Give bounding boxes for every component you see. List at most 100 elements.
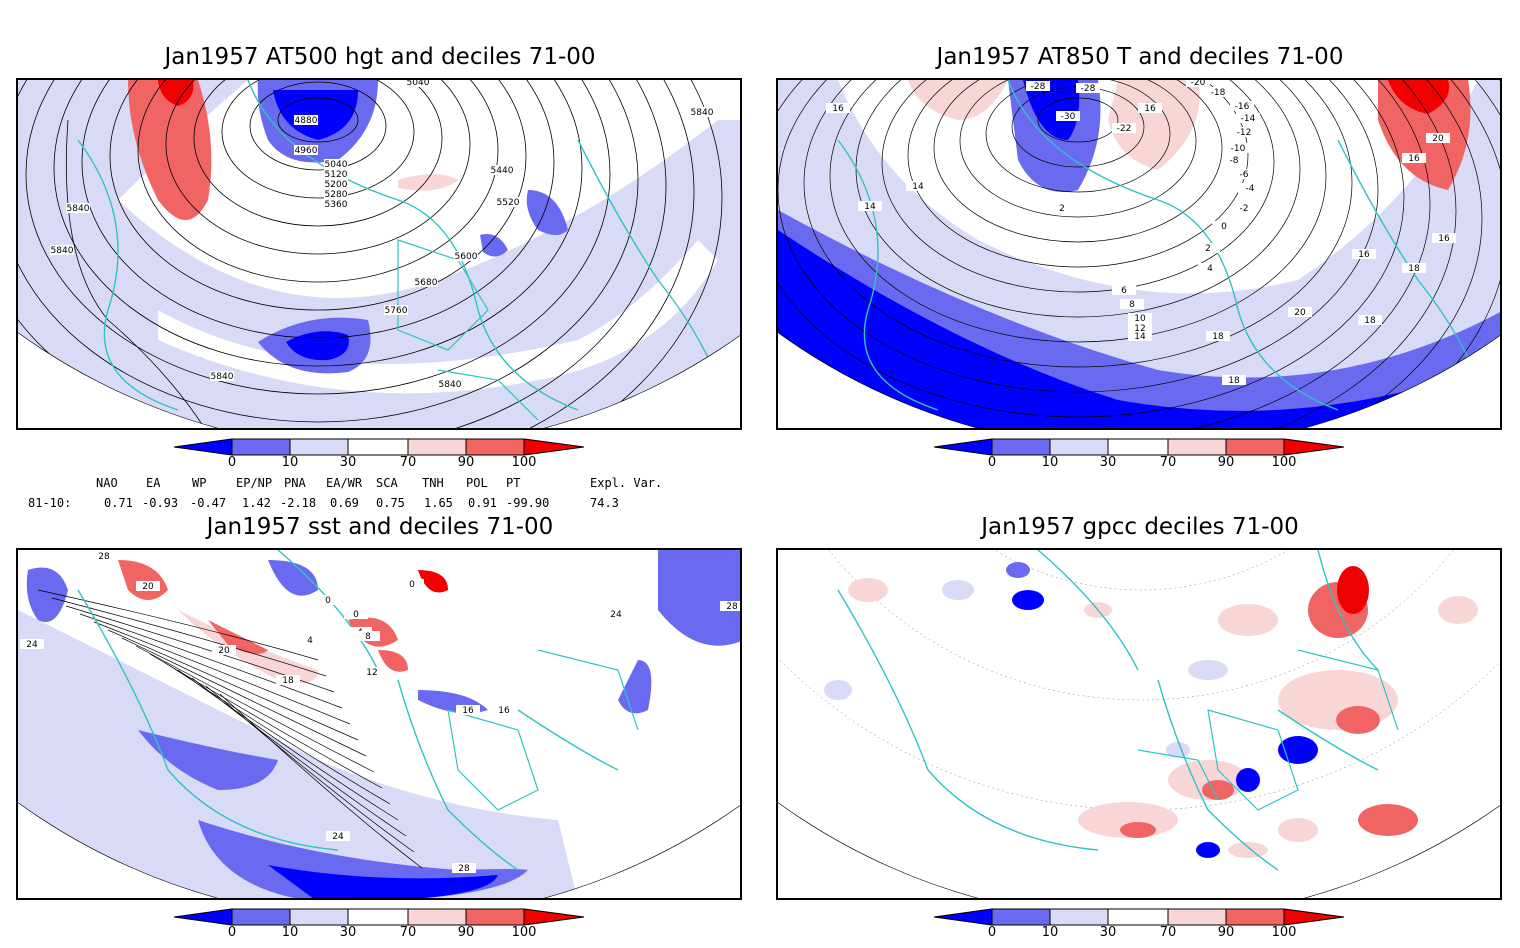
map-svg-br bbox=[778, 550, 1500, 898]
colorbar-br: 0 10 30 70 90 100 bbox=[934, 908, 1346, 948]
colorbar-segment-90-100 bbox=[465, 908, 525, 926]
colorbar-tick-label: 70 bbox=[1159, 925, 1177, 940]
colorbar-arrow-low bbox=[174, 908, 233, 926]
temperature-contour-label: 16 bbox=[1408, 154, 1420, 164]
colorbar-tick-label: 10 bbox=[1041, 455, 1059, 470]
precip-decile-area bbox=[1336, 706, 1380, 734]
contour-label-bg bbox=[1112, 285, 1136, 295]
contour-label-bg bbox=[496, 197, 520, 207]
index-value: -0.47 bbox=[190, 496, 227, 510]
sst-contour-line bbox=[191, 677, 407, 837]
contour-label-bg bbox=[344, 609, 368, 619]
contour-label-bg bbox=[210, 371, 234, 381]
contour-line bbox=[881, 80, 1275, 293]
contour-line bbox=[249, 81, 387, 171]
contour-label-bg bbox=[1222, 375, 1246, 385]
index-header: POL bbox=[466, 476, 488, 490]
colorbar-segment-white bbox=[1107, 908, 1169, 926]
colorbar-arrow-low bbox=[174, 438, 233, 456]
contour-label-bg bbox=[906, 181, 930, 191]
colorbar-segment-white bbox=[347, 908, 409, 926]
contour-label-bg bbox=[604, 609, 628, 619]
contour-label-bg bbox=[1076, 83, 1100, 93]
hemisphere-disk bbox=[778, 550, 1500, 898]
colorbar-tick-label: 0 bbox=[227, 925, 237, 940]
precip-decile-area bbox=[1278, 818, 1318, 842]
contour-line bbox=[81, 80, 555, 339]
sst-contour-label: 8 bbox=[365, 632, 371, 642]
colorbar-segment-90-100 bbox=[1225, 908, 1285, 926]
colorbar-segment-30-70a bbox=[1049, 908, 1109, 926]
precip-decile-area bbox=[942, 580, 974, 600]
temperature-contour-label: 16 bbox=[1358, 250, 1370, 260]
negative-sst-anomaly bbox=[138, 730, 278, 790]
contour-line bbox=[778, 80, 1379, 393]
negative-sst-anomaly bbox=[618, 660, 652, 714]
colorbar-tick-label: 90 bbox=[457, 925, 475, 940]
positive-height-anomaly bbox=[128, 80, 212, 220]
negative-sst-anomaly bbox=[658, 550, 740, 646]
contour-label-bg bbox=[1196, 243, 1220, 253]
neutral-area bbox=[158, 240, 718, 394]
colorbar-tick-label: 100 bbox=[1271, 455, 1297, 470]
precip-decile-area bbox=[1188, 660, 1228, 680]
sst-contour-line bbox=[121, 637, 367, 757]
index-header: PT bbox=[506, 476, 521, 490]
contour-line bbox=[933, 80, 1223, 243]
precip-decile-area bbox=[1218, 604, 1278, 636]
colorbar-segment-white bbox=[347, 438, 409, 456]
temperature-contour-label: -6 bbox=[1240, 170, 1249, 180]
height-contour-label: 5840 bbox=[211, 372, 234, 382]
coastline bbox=[837, 80, 1479, 411]
contour-label-bg bbox=[1238, 183, 1262, 193]
sst-contour-line bbox=[107, 629, 359, 741]
contour-line bbox=[778, 80, 1483, 428]
contour-label-bg bbox=[400, 579, 424, 589]
temperature-contour-label: -2 bbox=[1240, 204, 1249, 214]
temperature-contour-label: 2 bbox=[1059, 204, 1065, 214]
colorbar-arrow-high bbox=[1283, 908, 1345, 926]
contour-label-bg bbox=[384, 305, 408, 315]
contour-line bbox=[193, 80, 443, 227]
contour-label-bg bbox=[316, 595, 340, 605]
height-contour-label: 5040 bbox=[407, 80, 430, 88]
colorbar-tr: 0 10 30 70 90 100 bbox=[934, 438, 1346, 478]
contour-label-bg bbox=[1128, 331, 1152, 341]
panel-title-bl: Jan1957 sst and deciles 71-00 bbox=[206, 514, 554, 540]
height-contour-label: 5440 bbox=[491, 166, 514, 176]
index-value: -99.90 bbox=[506, 496, 550, 510]
panel-title-br: Jan1957 gpcc deciles 71-00 bbox=[981, 514, 1299, 540]
sst-contour-line bbox=[205, 685, 415, 853]
temperature-contour-label: 18 bbox=[1212, 332, 1224, 342]
contour-label-bg bbox=[20, 639, 44, 649]
contour-line bbox=[25, 80, 611, 395]
graticule-circle bbox=[993, 550, 1289, 591]
panel-title-tl: Jan1957 AT500 hgt and deciles 71-00 bbox=[164, 44, 596, 70]
map-svg-tl: 5040488049605040512052005280536054405520… bbox=[18, 80, 740, 428]
height-contour-label: 5040 bbox=[325, 160, 348, 170]
light-blue-sst-area bbox=[18, 610, 578, 898]
index-row-label: 81-10: bbox=[28, 496, 72, 510]
colorbar-svg bbox=[174, 908, 585, 926]
temperature-contour-label: 18 bbox=[1228, 376, 1240, 386]
colorbar-tick-label: 30 bbox=[339, 925, 357, 940]
colorbar-tick-label: 10 bbox=[281, 925, 299, 940]
weak-positive-anomaly bbox=[908, 80, 1008, 120]
precip-decile-area bbox=[1278, 736, 1318, 764]
sst-contour-label: 28 bbox=[726, 602, 738, 612]
contour-line bbox=[778, 80, 1431, 428]
colorbar-arrow-high bbox=[523, 908, 585, 926]
temperature-contour-label: 14 bbox=[1134, 332, 1146, 342]
coastline bbox=[77, 550, 619, 871]
colorbar-tick-label: 90 bbox=[1217, 455, 1235, 470]
contour-label-bg bbox=[276, 675, 300, 685]
coastline bbox=[837, 550, 1379, 871]
temperature-contour-label: -20 bbox=[1191, 80, 1206, 88]
contour-label-bg bbox=[1232, 169, 1256, 179]
index-header: PNA bbox=[284, 476, 306, 490]
positive-sst-anomaly bbox=[208, 620, 268, 654]
sst-contour-line bbox=[149, 653, 383, 789]
contour-line bbox=[137, 80, 499, 283]
weak-positive-anomaly bbox=[398, 174, 458, 191]
height-contour-label: 4880 bbox=[295, 116, 318, 126]
